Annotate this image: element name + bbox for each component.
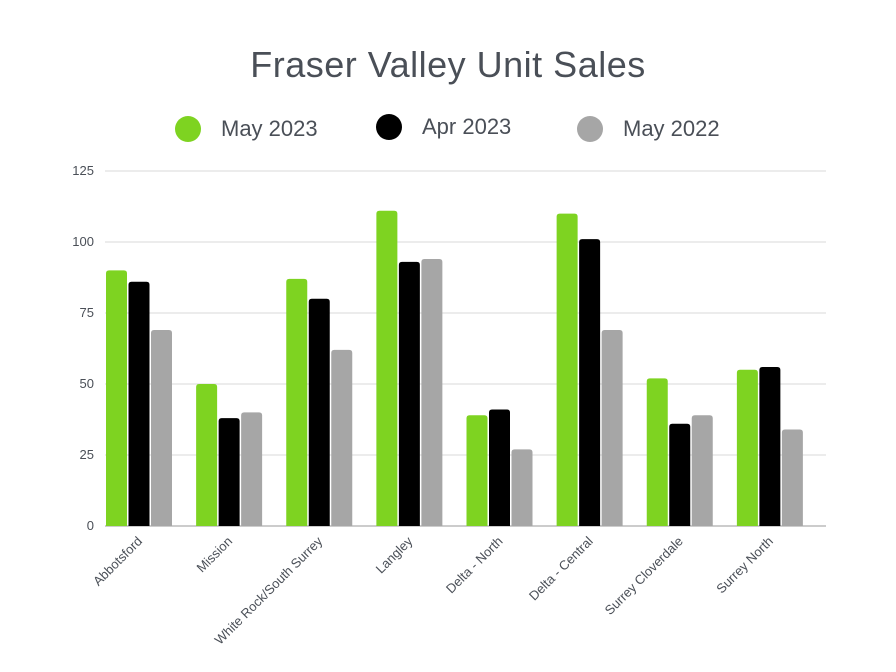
bar [128,281,150,526]
bar [308,298,330,526]
bar [489,409,510,526]
y-tick-label: 25 [80,447,94,462]
bar [421,259,443,526]
legend-swatch-apr-2023 [376,114,402,140]
bar [106,270,127,526]
legend-label-apr-2023: Apr 2023 [422,114,512,139]
legend-item-may-2022: May 2022 [577,116,720,142]
bar [286,278,308,526]
x-tick-label: Mission [193,534,235,576]
legend-swatch-may-2022 [577,116,603,142]
legend-label-may-2022: May 2022 [623,116,720,141]
y-tick-label: 75 [80,305,94,320]
bar [736,369,758,526]
bar [398,261,420,526]
bar [331,349,353,526]
y-tick-label: 125 [72,163,94,178]
legend-swatch-may-2023 [175,116,201,142]
x-tick-label: Abbotsford [90,534,145,589]
bar [218,418,240,526]
chart-title: Fraser Valley Unit Sales [250,44,646,85]
bar [151,330,172,526]
bar [781,429,803,526]
y-tick-label: 50 [80,376,94,391]
y-tick-label: 100 [72,234,94,249]
bar [759,366,781,526]
bar [669,423,691,526]
x-tick-label: Langley [373,533,416,576]
bar [511,449,533,526]
bar [466,415,488,526]
legend-item-apr-2023: Apr 2023 [376,114,511,140]
bar [196,384,218,526]
x-tick-label: Surrey North [713,534,776,597]
y-tick-label: 0 [87,518,94,533]
x-tick-label: Delta - North [443,534,506,597]
x-tick-label: Delta - Central [526,533,596,603]
bar [646,378,668,526]
bar [601,330,623,526]
x-tick-label: Surrey Cloverdale [602,534,686,618]
bar [241,412,263,526]
bar [556,213,578,526]
bar [691,415,713,526]
legend-item-may-2023: May 2023 [175,116,318,142]
legend: May 2023 Apr 2023 May 2022 [0,112,896,152]
bar [579,239,601,526]
bar [376,210,398,526]
legend-label-may-2023: May 2023 [221,116,318,141]
